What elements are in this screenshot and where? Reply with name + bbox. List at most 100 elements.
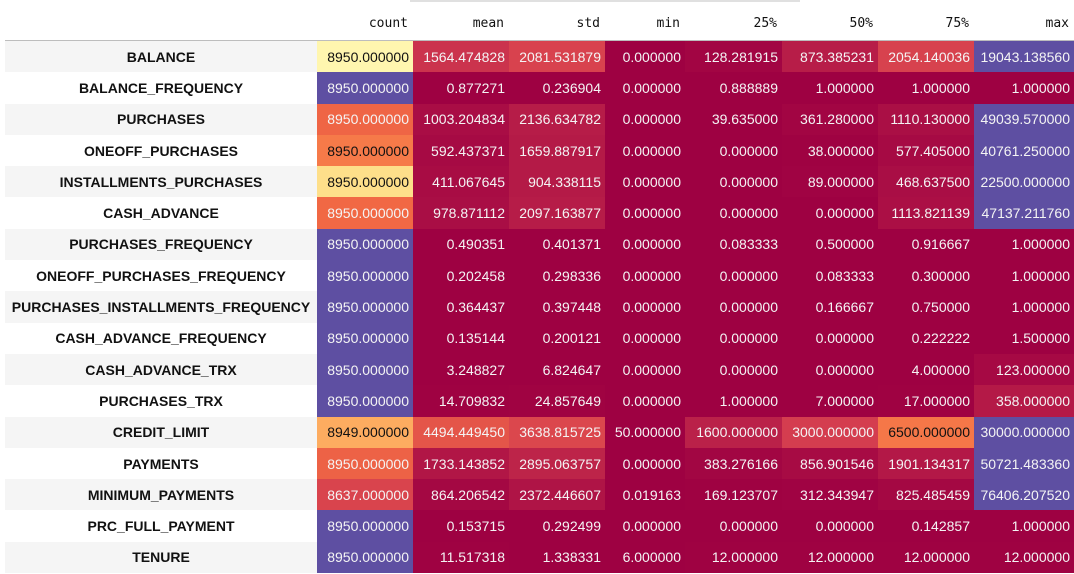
- data-cell: 76406.207520: [974, 479, 1074, 511]
- data-cell: 6.824647: [509, 353, 605, 386]
- table-row: ONEOFF_PURCHASES 8950.000000 592.437371 165…: [5, 134, 1074, 167]
- data-cell: 14.709832: [413, 385, 509, 417]
- data-cell: 0.397448: [509, 291, 605, 323]
- data-cell: 8950.000000: [317, 385, 413, 417]
- table-row: BALANCE 8950.000000 1564.474828 2081.531879…: [5, 40, 1074, 73]
- describe-table: count mean std min 25% 50% 75% max BALANCE 8950.…: [5, 6, 1074, 574]
- table-row: CREDIT_LIMIT 8949.000000 4494.449450 3638.8…: [5, 416, 1074, 448]
- data-cell: 4494.449450: [413, 416, 509, 448]
- table-row: PURCHASES_INSTALLMENTS_FREQUENCY 8950.000…: [5, 291, 1074, 323]
- column-header: max: [974, 6, 1074, 41]
- row-label: BALANCE_FREQUENCY: [5, 72, 317, 104]
- row-label: CASH_ADVANCE: [5, 197, 317, 229]
- data-cell: 1.000000: [878, 72, 974, 104]
- data-cell: 50721.483360: [974, 447, 1074, 480]
- data-cell: 0.000000: [605, 510, 685, 542]
- data-cell: 2081.531879: [509, 40, 605, 73]
- data-cell: 8950.000000: [317, 291, 413, 323]
- data-cell: 0.000000: [782, 322, 878, 354]
- data-cell: 0.000000: [685, 353, 782, 386]
- data-cell: 0.000000: [605, 228, 685, 261]
- data-cell: 0.000000: [605, 72, 685, 104]
- table-header: count mean std min 25% 50% 75% max: [5, 6, 1074, 41]
- table-row: ONEOFF_PURCHASES_FREQUENCY 8950.000000 0.2…: [5, 260, 1074, 292]
- data-cell: 0.202458: [413, 260, 509, 292]
- header-row: count mean std min 25% 50% 75% max: [5, 6, 1074, 41]
- data-cell: 1901.134317: [878, 447, 974, 480]
- data-cell: 8950.000000: [317, 197, 413, 229]
- data-cell: 0.135144: [413, 322, 509, 354]
- data-cell: 6.000000: [605, 541, 685, 574]
- data-cell: 2097.163877: [509, 197, 605, 229]
- data-cell: 0.000000: [605, 260, 685, 292]
- data-cell: 0.000000: [685, 322, 782, 354]
- data-cell: 0.083333: [685, 228, 782, 261]
- data-cell: 50.000000: [605, 416, 685, 448]
- data-cell: 1.000000: [974, 510, 1074, 542]
- data-cell: 0.000000: [605, 103, 685, 135]
- data-cell: 0.153715: [413, 510, 509, 542]
- data-cell: 17.000000: [878, 385, 974, 417]
- data-cell: 123.000000: [974, 353, 1074, 386]
- row-label: PURCHASES_INSTALLMENTS_FREQUENCY: [5, 291, 317, 323]
- table-row: PURCHASES_TRX 8950.000000 14.709832 24.8576…: [5, 385, 1074, 417]
- data-cell: 2054.140036: [878, 40, 974, 73]
- data-cell: 0.000000: [605, 322, 685, 354]
- data-cell: 0.000000: [782, 353, 878, 386]
- data-cell: 8950.000000: [317, 353, 413, 386]
- data-cell: 0.000000: [605, 353, 685, 386]
- data-cell: 0.000000: [605, 134, 685, 167]
- data-cell: 592.437371: [413, 134, 509, 167]
- data-cell: 0.000000: [605, 166, 685, 198]
- table-row: PURCHASES_FREQUENCY 8950.000000 0.490351 0.…: [5, 228, 1074, 261]
- row-label: PURCHASES: [5, 103, 317, 135]
- data-cell: 411.067645: [413, 166, 509, 198]
- table-row: TENURE 8950.000000 11.517318 1.338331 6.0000…: [5, 541, 1074, 574]
- row-label: CREDIT_LIMIT: [5, 416, 317, 448]
- data-cell: 3000.000000: [782, 416, 878, 448]
- data-cell: 0.000000: [605, 291, 685, 323]
- data-cell: 0.166667: [782, 291, 878, 323]
- data-cell: 0.298336: [509, 260, 605, 292]
- data-cell: 0.401371: [509, 228, 605, 261]
- data-cell: 825.485459: [878, 479, 974, 511]
- data-cell: 864.206542: [413, 479, 509, 511]
- table-row: INSTALLMENTS_PURCHASES 8950.000000 411.067…: [5, 166, 1074, 198]
- data-cell: 0.000000: [605, 447, 685, 480]
- data-cell: 24.857649: [509, 385, 605, 417]
- column-header: min: [605, 6, 685, 41]
- data-cell: 47137.211760: [974, 197, 1074, 229]
- data-cell: 1.000000: [685, 385, 782, 417]
- data-cell: 0.000000: [685, 134, 782, 167]
- column-header: count: [317, 6, 413, 41]
- data-cell: 0.083333: [782, 260, 878, 292]
- data-cell: 1.000000: [974, 260, 1074, 292]
- data-cell: 0.364437: [413, 291, 509, 323]
- data-cell: 1564.474828: [413, 40, 509, 73]
- data-cell: 40761.250000: [974, 134, 1074, 167]
- data-cell: 8950.000000: [317, 72, 413, 104]
- row-label: PURCHASES_FREQUENCY: [5, 228, 317, 261]
- data-cell: 0.888889: [685, 72, 782, 104]
- data-cell: 1.000000: [974, 228, 1074, 261]
- column-header: 75%: [878, 6, 974, 41]
- data-cell: 0.236904: [509, 72, 605, 104]
- data-cell: 0.000000: [782, 197, 878, 229]
- data-cell: 873.385231: [782, 40, 878, 73]
- data-cell: 0.142857: [878, 510, 974, 542]
- row-label: CASH_ADVANCE_TRX: [5, 353, 317, 386]
- row-label: INSTALLMENTS_PURCHASES: [5, 166, 317, 198]
- data-cell: 12.000000: [782, 541, 878, 574]
- data-cell: 0.200121: [509, 322, 605, 354]
- data-cell: 0.916667: [878, 228, 974, 261]
- data-cell: 8950.000000: [317, 510, 413, 542]
- table-row: BALANCE_FREQUENCY 8950.000000 0.877271 0.23…: [5, 72, 1074, 104]
- data-cell: 1113.821139: [878, 197, 974, 229]
- data-cell: 312.343947: [782, 479, 878, 511]
- row-label: TENURE: [5, 541, 317, 574]
- header-corner: [5, 6, 317, 41]
- data-cell: 0.000000: [605, 385, 685, 417]
- data-cell: 0.000000: [685, 510, 782, 542]
- data-cell: 8949.000000: [317, 416, 413, 448]
- data-cell: 1.000000: [974, 72, 1074, 104]
